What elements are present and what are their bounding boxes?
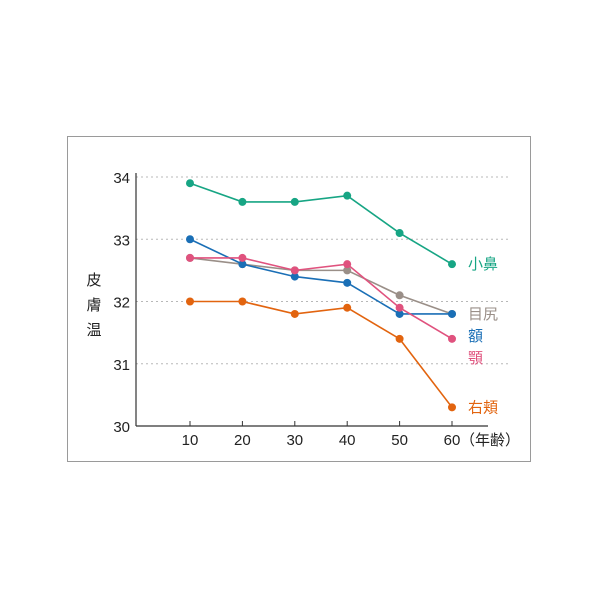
- data-point-s1-20: [238, 197, 247, 206]
- series-line-5: [190, 300, 453, 408]
- data-point-s5-50: [395, 334, 404, 343]
- data-point-s1-30: [290, 197, 299, 206]
- series-label-1: 小鼻: [468, 255, 498, 273]
- data-point-s4-30: [290, 266, 299, 275]
- y-axis-label-char-3: 温: [86, 321, 102, 339]
- data-point-s3-20: [238, 260, 247, 269]
- data-point-s4-10: [186, 253, 194, 262]
- data-point-s3-10: [186, 235, 194, 244]
- series-label-5: 右頬: [468, 398, 498, 416]
- series-label-3: 額: [468, 327, 483, 345]
- series-line-3: [189, 238, 452, 315]
- data-point-s4-40: [343, 260, 352, 269]
- y-tick-labels: 30 31 32 33 34: [113, 170, 130, 436]
- data-point-s1-50: [395, 229, 404, 238]
- data-point-s5-20: [238, 297, 247, 306]
- series-line-1: [189, 182, 453, 265]
- data-point-s1-10: [186, 179, 194, 188]
- axes: [135, 173, 488, 427]
- y-tick-label-32: 32: [113, 295, 130, 312]
- x-tick-label-20: 20: [234, 432, 251, 449]
- x-tick-label-30: 30: [286, 432, 303, 449]
- x-tick-label-50: 50: [391, 432, 408, 449]
- series-label-4: 顎: [468, 349, 483, 367]
- y-tick-label-31: 31: [113, 357, 130, 374]
- y-tick-label-34: 34: [113, 170, 130, 187]
- y-axis-label-char-2: 膚: [86, 296, 102, 314]
- data-point-s5-60: [448, 403, 456, 412]
- y-tick-label-30: 30: [113, 419, 130, 436]
- y-axis-label-char-1: 皮: [86, 271, 102, 289]
- y-tick-label-33: 33: [113, 232, 130, 249]
- data-point-s5-30: [290, 309, 299, 318]
- x-tick-label-10: 10: [182, 432, 199, 449]
- data-point-s1-60: [448, 260, 456, 269]
- data-point-s5-40: [343, 303, 352, 312]
- data-point-s5-10: [186, 297, 194, 306]
- x-axis-label: （年齢）: [460, 432, 520, 449]
- data-point-s3-60: [448, 309, 456, 318]
- data-point-s3-30: [290, 272, 299, 281]
- data-point-s1-40: [343, 191, 352, 200]
- x-tick-label-40: 40: [339, 432, 356, 449]
- series-line-4: [190, 257, 453, 340]
- x-tick-labels: 10 20 30 40 50 60: [182, 421, 461, 449]
- series-label-2: 目尻: [468, 305, 498, 323]
- series-lines: [186, 179, 456, 412]
- data-point-s2-50: [395, 291, 404, 300]
- y-axis-label: 皮膚温: [82, 268, 106, 343]
- data-point-s3-40: [343, 278, 352, 287]
- data-point-s3-50: [395, 309, 404, 318]
- data-point-s4-60: [448, 334, 456, 343]
- data-point-s2-40: [343, 266, 352, 275]
- data-point-s4-50: [395, 303, 404, 312]
- series-line-2: [189, 257, 453, 315]
- data-point-s4-20: [238, 253, 247, 262]
- x-tick-label-60: 60: [444, 432, 461, 449]
